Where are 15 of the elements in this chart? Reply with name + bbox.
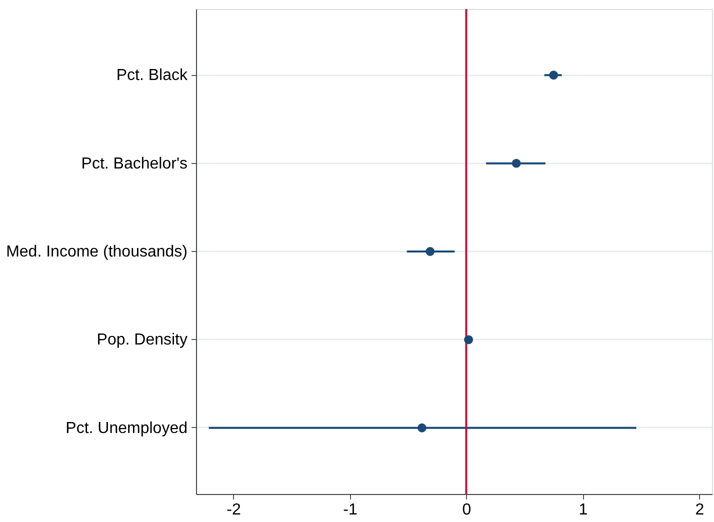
- point: [512, 158, 521, 168]
- y-tick-label: Pct. Black: [116, 67, 188, 84]
- point: [549, 70, 558, 80]
- point: [417, 423, 426, 432]
- y-tick-label: Med. Income (thousands): [6, 244, 188, 260]
- x-tick-label: -2: [226, 502, 241, 518]
- point: [464, 335, 474, 344]
- x-tick-label: -1: [343, 502, 358, 518]
- y-tick-label: Pct. Bachelor's: [81, 155, 188, 172]
- point: [426, 247, 435, 256]
- x-tick-label: 2: [695, 502, 704, 518]
- y-tick-label: Pct. Unemployed: [66, 420, 188, 437]
- x-tick-label: 0: [462, 502, 472, 518]
- x-tick-label: 1: [578, 502, 588, 518]
- y-tick-label: Pop. Density: [96, 332, 188, 349]
